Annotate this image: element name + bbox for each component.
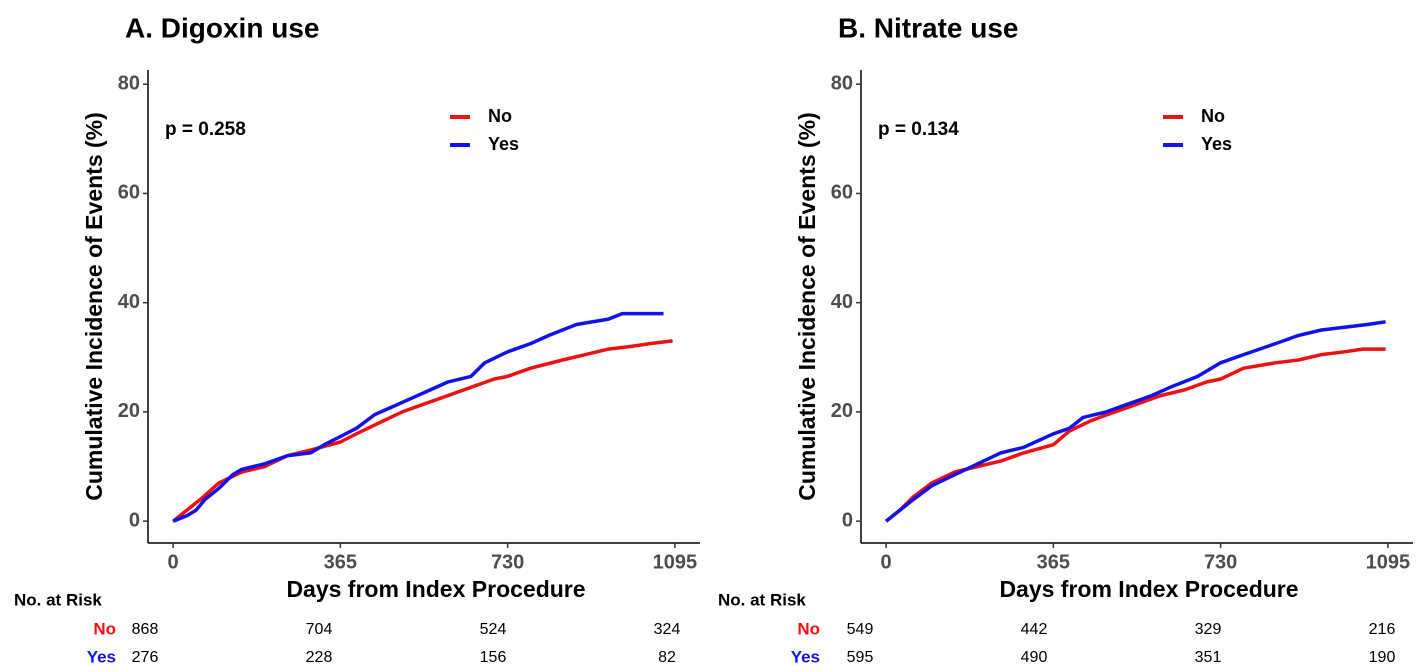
risk-count: 324 — [654, 621, 681, 638]
risk-count: 228 — [306, 649, 333, 666]
risk-count: 595 — [847, 649, 874, 666]
p-value: p = 0.258 — [165, 119, 246, 140]
y-tick-label: 0 — [129, 509, 140, 531]
x-axis-title: Days from Index Procedure — [286, 576, 585, 602]
risk-row-label: No — [797, 619, 820, 638]
risk-count: 490 — [1021, 649, 1048, 666]
p-value: p = 0.134 — [878, 119, 959, 140]
risk-count: 276 — [132, 649, 159, 666]
x-tick-label: 365 — [324, 551, 357, 573]
y-tick-label: 20 — [831, 400, 853, 422]
risk-count: 442 — [1021, 621, 1048, 638]
risk-count: 82 — [658, 649, 676, 666]
risk-count: 704 — [306, 621, 333, 638]
x-axis-title: Days from Index Procedure — [999, 576, 1298, 602]
risk-count: 351 — [1195, 649, 1222, 666]
x-tick-label: 1095 — [653, 551, 698, 573]
risk-count: 216 — [1369, 621, 1396, 638]
risk-count: 329 — [1195, 621, 1222, 638]
risk-count: 549 — [847, 621, 874, 638]
y-tick-label: 60 — [118, 182, 140, 204]
series-line — [172, 311, 664, 523]
series-line — [885, 320, 1386, 523]
risk-table-title: No. at Risk — [14, 590, 102, 609]
y-tick-label: 40 — [831, 291, 853, 313]
y-axis-title: Cumulative Incidence of Events (%) — [81, 112, 107, 501]
risk-table-title: No. at Risk — [718, 590, 806, 609]
chart-title: B. Nitrate use — [838, 12, 1019, 43]
y-axis-title: Cumulative Incidence of Events (%) — [794, 112, 820, 501]
risk-count: 524 — [480, 621, 507, 638]
y-tick-label: 0 — [842, 509, 853, 531]
y-tick-label: 80 — [831, 72, 853, 94]
x-tick-label: 365 — [1037, 551, 1070, 573]
y-tick-label: 40 — [118, 291, 140, 313]
x-tick-label: 0 — [881, 551, 892, 573]
x-tick-label: 730 — [491, 551, 524, 573]
legend-label: No — [488, 106, 512, 126]
y-tick-label: 80 — [118, 72, 140, 94]
series-line — [172, 339, 673, 523]
legend-label: No — [1201, 106, 1225, 126]
risk-row-label: No — [93, 619, 116, 638]
y-tick-label: 20 — [118, 400, 140, 422]
risk-row-label: Yes — [791, 647, 820, 666]
x-tick-label: 1095 — [1366, 551, 1411, 573]
series-line — [885, 347, 1386, 523]
x-tick-label: 730 — [1204, 551, 1237, 573]
legend-label: Yes — [1201, 134, 1232, 154]
chart-title: A. Digoxin use — [125, 12, 319, 43]
risk-count: 156 — [480, 649, 507, 666]
legend-label: Yes — [488, 134, 519, 154]
x-tick-label: 0 — [168, 551, 179, 573]
risk-count: 190 — [1369, 649, 1396, 666]
risk-count: 868 — [132, 621, 159, 638]
risk-row-label: Yes — [87, 647, 116, 666]
y-tick-label: 60 — [831, 182, 853, 204]
